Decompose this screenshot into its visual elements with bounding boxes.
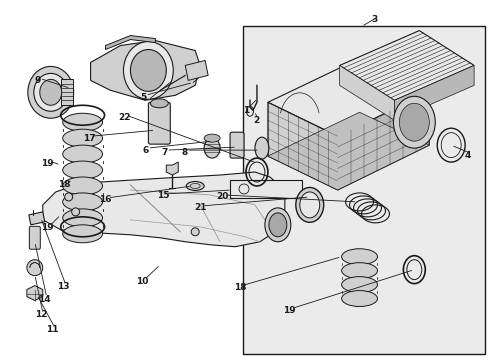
Text: 2: 2	[252, 116, 259, 125]
Text: 9: 9	[35, 76, 41, 85]
Text: 17: 17	[83, 134, 96, 143]
Ellipse shape	[62, 145, 102, 163]
Ellipse shape	[150, 99, 168, 108]
Text: 19: 19	[283, 306, 296, 315]
Text: 4: 4	[464, 150, 470, 159]
Ellipse shape	[62, 209, 102, 227]
Text: 12: 12	[35, 310, 47, 319]
FancyBboxPatch shape	[148, 102, 170, 144]
Ellipse shape	[203, 138, 220, 158]
Text: 18: 18	[233, 283, 246, 292]
Polygon shape	[267, 112, 428, 190]
Text: 22: 22	[118, 113, 130, 122]
Ellipse shape	[40, 80, 61, 105]
Ellipse shape	[264, 208, 290, 242]
Text: 18: 18	[59, 180, 71, 189]
Polygon shape	[339, 31, 473, 100]
Polygon shape	[27, 285, 42, 301]
Ellipse shape	[62, 225, 102, 243]
Text: 10: 10	[136, 277, 148, 286]
Circle shape	[72, 208, 80, 216]
Ellipse shape	[34, 73, 67, 111]
Text: 5: 5	[140, 93, 146, 102]
Text: 11: 11	[46, 325, 59, 334]
Text: 1: 1	[243, 106, 248, 115]
Polygon shape	[105, 36, 155, 50]
Polygon shape	[339, 66, 394, 120]
Ellipse shape	[62, 129, 102, 147]
Polygon shape	[166, 162, 178, 175]
Ellipse shape	[62, 161, 102, 179]
Polygon shape	[185, 60, 208, 80]
Bar	[61, 80, 73, 105]
Polygon shape	[267, 58, 428, 136]
Circle shape	[191, 228, 199, 236]
Ellipse shape	[268, 213, 286, 237]
Text: 16: 16	[99, 195, 112, 204]
Polygon shape	[337, 92, 428, 190]
Polygon shape	[267, 102, 337, 190]
Ellipse shape	[393, 96, 434, 148]
Ellipse shape	[27, 260, 42, 276]
Ellipse shape	[62, 177, 102, 195]
Text: 8: 8	[181, 148, 187, 157]
Ellipse shape	[399, 103, 428, 141]
Ellipse shape	[123, 41, 173, 99]
Text: 14: 14	[39, 295, 51, 304]
Bar	[243, 26, 484, 354]
Text: 21: 21	[194, 203, 206, 212]
Text: 13: 13	[57, 282, 70, 291]
Circle shape	[64, 193, 73, 201]
Polygon shape	[42, 172, 285, 247]
Text: 7: 7	[161, 148, 167, 157]
Ellipse shape	[341, 263, 377, 279]
Ellipse shape	[295, 188, 323, 222]
FancyBboxPatch shape	[29, 226, 40, 249]
Text: 19: 19	[41, 158, 54, 167]
Bar	[229, 180, 301, 198]
Ellipse shape	[341, 276, 377, 293]
Text: 15: 15	[157, 192, 169, 201]
Polygon shape	[29, 212, 45, 225]
Ellipse shape	[130, 50, 166, 91]
Ellipse shape	[62, 113, 102, 131]
FancyBboxPatch shape	[229, 132, 244, 158]
Ellipse shape	[299, 192, 319, 218]
Ellipse shape	[186, 181, 203, 190]
Ellipse shape	[28, 67, 74, 118]
Text: 20: 20	[216, 193, 228, 202]
Text: 19: 19	[41, 223, 54, 232]
Ellipse shape	[341, 291, 377, 306]
Polygon shape	[90, 41, 200, 100]
Ellipse shape	[341, 249, 377, 265]
Ellipse shape	[254, 137, 268, 159]
Ellipse shape	[62, 193, 102, 211]
Text: 3: 3	[370, 15, 377, 24]
Polygon shape	[394, 66, 473, 120]
Ellipse shape	[203, 134, 220, 142]
Text: 6: 6	[142, 145, 148, 154]
